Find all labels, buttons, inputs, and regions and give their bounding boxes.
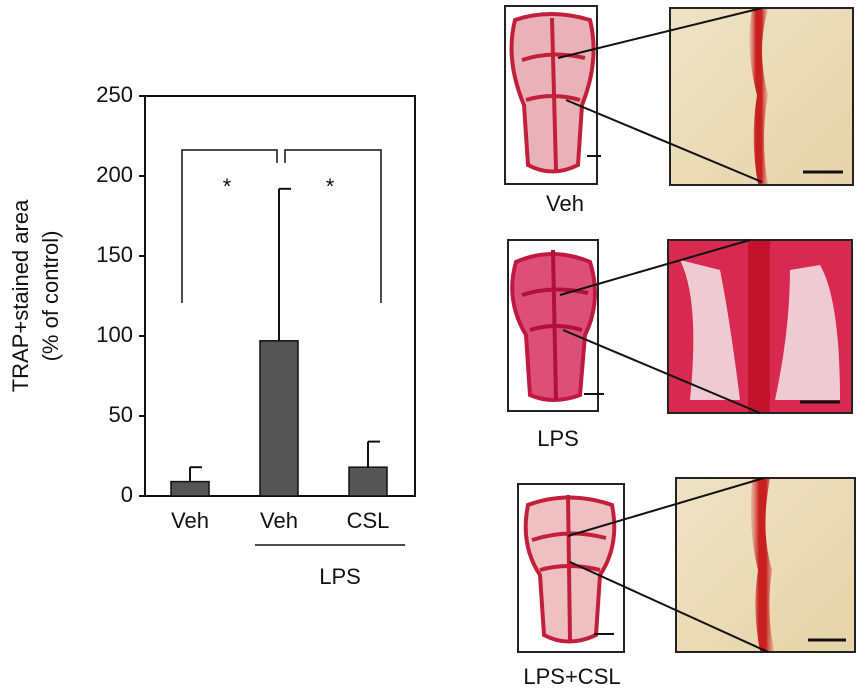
image-panels: Veh LPS LPS+CSL	[504, 5, 856, 689]
y-axis-label: TRAP+stained area	[8, 199, 33, 392]
zoom-line	[565, 99, 763, 183]
zoom-texture	[680, 260, 840, 400]
skull-sutures	[521, 249, 589, 401]
zoom-line	[562, 329, 761, 414]
zoom-line	[557, 7, 763, 59]
panel-label: LPS+CSL	[523, 664, 620, 689]
zoom-line	[559, 239, 751, 296]
y-tick-label: 150	[96, 242, 133, 267]
zoom-line	[567, 477, 765, 537]
bar	[259, 340, 299, 497]
bar	[170, 480, 210, 497]
significance-star: *	[223, 174, 232, 199]
significance-bracket	[284, 149, 382, 303]
x-tick-label: CSL	[347, 508, 390, 533]
significance-star: *	[326, 174, 335, 199]
bar-chart: 0 50 100 150 200 250 TRAP+stained area (% of co…	[8, 82, 416, 589]
significance-bracket	[181, 149, 278, 303]
x-tick-label: Veh	[260, 508, 298, 533]
suture-band	[749, 9, 768, 184]
panel-label: Veh	[546, 191, 584, 216]
suture-band	[750, 479, 774, 651]
y-tick-label: 200	[96, 162, 133, 187]
y-tick-label: 250	[96, 82, 133, 107]
y-tick-label: 0	[121, 482, 133, 507]
skull-sutures	[521, 17, 586, 171]
suture-band	[748, 241, 770, 412]
x-tick-label: Veh	[171, 508, 209, 533]
group-label: LPS	[319, 564, 361, 589]
y-tick-label: 50	[109, 402, 133, 427]
bar	[348, 466, 388, 497]
panel-label: LPS	[537, 426, 579, 451]
zoom-line	[569, 561, 769, 653]
y-axis-label: (% of control)	[38, 231, 63, 362]
y-tick-label: 100	[96, 322, 133, 347]
skull-sutures	[531, 494, 607, 641]
